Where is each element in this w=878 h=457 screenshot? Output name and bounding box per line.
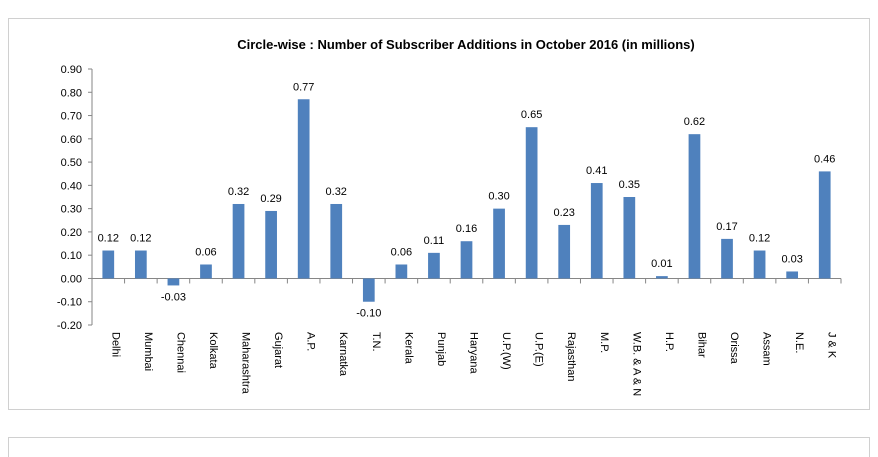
bar	[102, 250, 115, 279]
x-tick-label: J & K	[826, 332, 838, 359]
x-tick-label: Bihar	[695, 332, 707, 358]
bar	[395, 264, 408, 279]
data-label: 0.30	[488, 191, 509, 203]
y-tick-label: 0.10	[61, 250, 82, 262]
x-tick-label: W.B. & A & N	[630, 332, 642, 396]
data-label: 0.03	[781, 253, 802, 265]
bar	[428, 252, 440, 279]
x-tick-label: Chennai	[174, 332, 186, 373]
y-tick-label: -0.20	[57, 320, 82, 332]
x-tick-label: Haryana	[468, 332, 480, 374]
bar	[460, 241, 473, 279]
y-tick-label: 0.00	[61, 273, 82, 285]
y-tick-label: 0.50	[61, 157, 82, 169]
x-tick-label: N.E.	[793, 332, 805, 353]
data-label: 0.11	[424, 235, 445, 247]
x-axis	[91, 277, 842, 284]
x-tick-label: Karnatka	[337, 332, 349, 377]
bar	[167, 278, 180, 286]
y-tick-label: 0.20	[61, 227, 82, 239]
bar	[362, 278, 375, 302]
x-tick-label: T.N.	[370, 332, 382, 352]
x-tick-label: A.P.	[305, 332, 317, 351]
data-label: 0.06	[195, 246, 216, 258]
data-label: 0.46	[814, 153, 835, 165]
y-tick-label: 0.60	[61, 134, 82, 146]
x-tick-label: Gujarat	[272, 332, 284, 368]
bar	[493, 208, 505, 279]
bar	[688, 134, 701, 279]
bar	[623, 197, 636, 279]
bar	[818, 171, 831, 279]
x-tick-label: H.P.	[663, 332, 675, 352]
y-tick-label: 0.70	[61, 111, 82, 123]
x-tick-label: Kolkata	[207, 332, 219, 370]
data-label: 0.12	[98, 233, 119, 245]
bar	[558, 224, 571, 279]
data-label: 0.17	[716, 221, 737, 233]
x-tick-label: Rajasthan	[565, 332, 577, 382]
chart-title: Circle-wise : Number of Subscriber Addit…	[237, 37, 695, 52]
category-labels: Delhi Mumbai Chennai Kolkata Maharashtra Guja…	[109, 332, 837, 396]
bar	[786, 271, 799, 279]
data-label: 0.06	[391, 246, 412, 258]
data-label: 0.12	[749, 233, 770, 245]
data-label: 0.23	[553, 207, 574, 219]
y-tick-label: 0.90	[61, 64, 82, 76]
data-label: 0.29	[260, 193, 281, 205]
x-tick-label: M.P.	[598, 332, 610, 353]
bar	[721, 238, 733, 279]
bar	[525, 127, 538, 279]
data-label: 0.65	[521, 109, 542, 121]
data-label: 0.77	[293, 81, 314, 93]
lower-panel-frame	[8, 437, 870, 457]
value-labels: 0.12 0.12 -0.03 0.06 0.32 0.29 0.77 0.32 -0.10 0.…	[98, 81, 836, 319]
bar	[200, 264, 212, 279]
data-label: 0.35	[619, 179, 640, 191]
x-tick-label: Maharashtra	[240, 332, 252, 395]
y-tick-label: 0.30	[61, 204, 82, 216]
bar	[753, 250, 766, 279]
bar	[265, 210, 277, 279]
data-label: 0.16	[456, 223, 477, 235]
x-tick-label: Delhi	[109, 332, 121, 357]
data-label: 0.12	[130, 233, 151, 245]
data-label: 0.41	[586, 165, 607, 177]
data-label: 0.32	[228, 186, 249, 198]
bar-chart: Circle-wise : Number of Subscriber Addit…	[57, 37, 842, 396]
data-label: 0.62	[684, 116, 705, 128]
x-tick-label: Orissa	[728, 332, 740, 365]
bar	[134, 250, 147, 279]
bar	[590, 183, 603, 279]
bars	[102, 99, 831, 302]
x-tick-label: U.P.(W)	[500, 332, 512, 370]
data-label: -0.03	[161, 291, 186, 303]
y-tick-label: 0.80	[61, 87, 82, 99]
x-tick-label: Punjab	[435, 332, 447, 366]
y-tick-label: 0.40	[61, 180, 82, 192]
x-tick-label: Assam	[761, 332, 773, 366]
bar	[330, 203, 343, 279]
data-label: -0.10	[356, 308, 381, 320]
data-label: 0.32	[326, 186, 347, 198]
x-tick-label: Kerala	[402, 332, 414, 365]
chart-frame: Circle-wise : Number of Subscriber Addit…	[8, 18, 870, 410]
bar	[297, 99, 310, 279]
data-label: 0.01	[651, 258, 672, 270]
bar	[232, 203, 245, 279]
y-tick-label: -0.10	[57, 297, 82, 309]
x-tick-label: U.P.(E)	[533, 332, 545, 367]
x-tick-label: Mumbai	[142, 332, 154, 371]
y-axis: -0.20 -0.10 0.00 0.10 0.20 0.30 0.40 0.50 0.60 0.…	[57, 64, 93, 332]
bar	[656, 276, 668, 279]
